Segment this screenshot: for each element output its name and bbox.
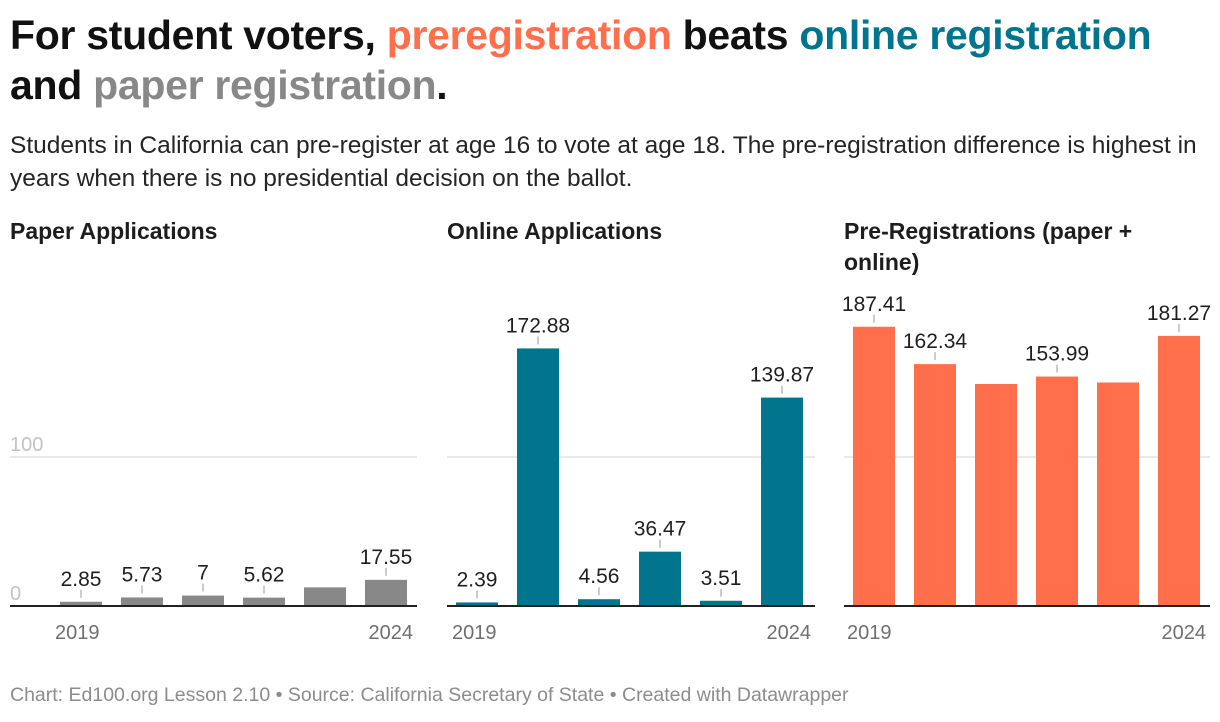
panel-online-applications: Online Applications 2.39 172.88 4.56 36.47 3… [447, 216, 815, 646]
panel-pre-registrations: Pre-Registrations (paper + online) 187.4… [842, 216, 1211, 646]
headline-text-2: beats [671, 12, 800, 58]
bar-1 [121, 597, 163, 606]
bar-chart-online: 2.39 172.88 4.56 36.47 3.51 139.87 2019 2024 [447, 314, 815, 644]
bar-5 [761, 397, 803, 606]
data-label-1: 172.88 [506, 314, 570, 337]
bar-2 [182, 595, 224, 606]
data-label-0: 187.41 [842, 293, 906, 316]
bar-chart-paper: 0 100 2.85 5.73 7 5.62 17.55 2019 2024 [10, 434, 417, 644]
headline-text-4: . [436, 62, 448, 108]
bar-1 [517, 348, 559, 606]
x-tick-label-2024: 2024 [767, 622, 812, 644]
bar-0 [60, 601, 102, 606]
data-label-3: 153.99 [1025, 343, 1089, 366]
x-tick-label-2024: 2024 [1162, 622, 1207, 644]
bar-5 [1158, 335, 1200, 606]
panel-title-paper: Paper Applications [10, 218, 218, 244]
y-tick-label-100: 100 [10, 434, 43, 456]
data-label-5: 17.55 [360, 546, 413, 569]
bar-3 [1036, 376, 1078, 606]
bar-0 [853, 326, 895, 606]
chart-footer: Chart: Ed100.org Lesson 2.10 • Source: C… [10, 684, 849, 706]
data-label-2: 7 [197, 562, 209, 585]
bar-2 [578, 599, 620, 606]
headline-preregistration: preregistration [386, 12, 672, 58]
bar-5 [365, 579, 407, 606]
headline-online-registration: online registration [799, 12, 1152, 58]
data-label-1: 5.73 [122, 563, 163, 586]
bar-1 [914, 364, 956, 606]
bar-chart-pre: 187.41 162.34 153.99 181.27 2019 2024 [842, 293, 1211, 644]
x-tick-label-2024: 2024 [369, 622, 414, 644]
panel-title-pre: Pre-Registrations (paper + online) [844, 218, 1133, 275]
headline-paper-registration: paper registration [93, 62, 437, 108]
bar-4 [700, 600, 742, 606]
panel-paper-applications: Paper Applications 0 100 2.85 5.73 7 5.62 17.5… [10, 216, 417, 646]
x-tick-label-2019: 2019 [452, 622, 497, 644]
data-label-4: 3.51 [701, 567, 742, 590]
headline-text-1: For student voters, [10, 12, 387, 58]
data-label-3: 36.47 [634, 518, 687, 541]
data-label-2: 4.56 [579, 565, 620, 588]
data-label-1: 162.34 [903, 330, 968, 353]
data-label-5: 139.87 [750, 364, 814, 387]
y-tick-label-0: 0 [10, 583, 21, 605]
data-label-0: 2.85 [61, 568, 102, 591]
data-label-3: 5.62 [244, 564, 285, 587]
x-tick-label-2019: 2019 [55, 622, 100, 644]
chart-headline: For student voters, preregistration beat… [10, 10, 1210, 110]
bar-3 [639, 551, 681, 606]
chart-subtitle: Students in California can pre-register … [10, 132, 1197, 192]
x-tick-label-2019: 2019 [847, 622, 892, 644]
bar-4 [1097, 382, 1139, 606]
panel-title-online: Online Applications [447, 218, 663, 244]
headline-text-3: and [10, 62, 94, 108]
bar-4 [304, 587, 346, 606]
bar-2 [975, 383, 1017, 606]
data-label-0: 2.39 [457, 568, 498, 591]
bar-3 [243, 597, 285, 606]
bar-0 [456, 602, 498, 606]
data-label-5: 181.27 [1147, 302, 1211, 325]
